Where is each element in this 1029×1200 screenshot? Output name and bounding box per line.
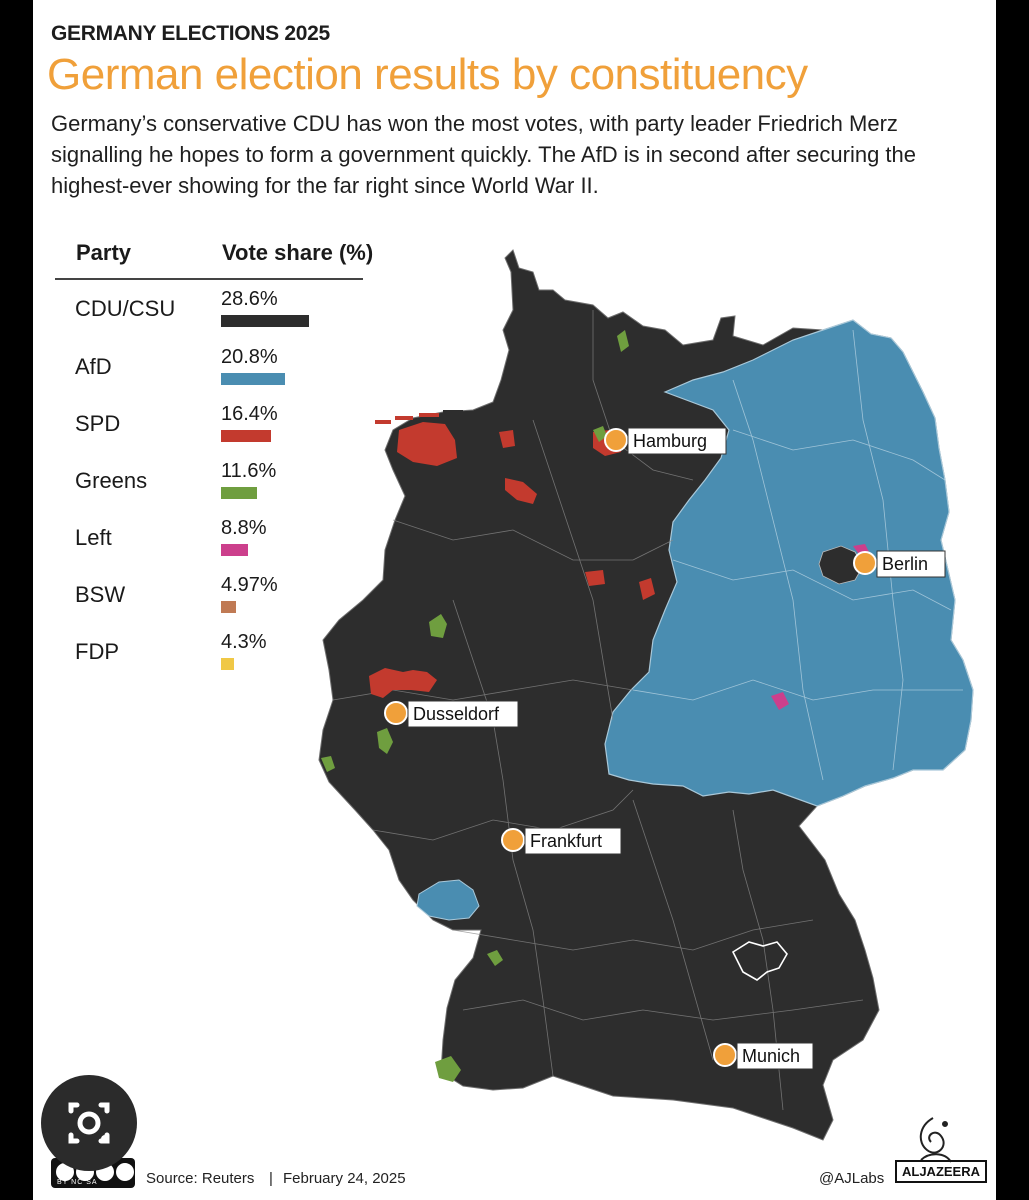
legend-share-value: 4.3% [221,631,267,653]
bavaria-outline-region [731,941,788,981]
legend-party-name: Greens [75,468,148,493]
frisian-islands [375,410,463,424]
legend-row-afd: AfD 20.8% [75,346,375,396]
greens-regions [321,330,629,1082]
aljazeera-logo: ALJAZEERA [895,1160,988,1183]
legend-share-bar [221,315,309,327]
spd-region-ruhr [369,668,437,698]
aljazeera-mark-icon [919,1117,952,1163]
constituency-borders [332,310,864,1111]
city-label-berlin: Berlin [882,554,928,574]
city-label-dusseldorf: Dusseldorf [413,704,500,724]
legend-share-value: 4.97% [221,574,278,596]
legend-share-bar [221,487,257,499]
greens-region-hamburg [593,426,607,442]
left-region-leipzig [771,692,789,710]
footer-date: February 24, 2025 [283,1170,406,1187]
subtitle: Germany’s conservative CDU has won the m… [51,111,916,198]
city-marker-munich: Munich [713,1042,814,1070]
footer-source: Source: Reuters [146,1170,255,1187]
greens-region-aachen [321,756,335,772]
germany-map: Hamburg Berlin Dusseldorf Frankfurt Muni [318,249,974,1163]
city-marker-hamburg: Hamburg [604,427,727,455]
city-label-frankfurt: Frankfurt [530,831,602,851]
legend-row-fdp: FDP 4.3% [75,631,375,681]
afd-region-east [604,319,974,807]
berlin-region [818,545,864,585]
legend-share-bar [221,373,285,385]
legend-share-value: 16.4% [221,403,278,425]
legend-party-header: Party [76,240,132,265]
page-title: German election results by constituency [47,50,808,99]
google-lens-button[interactable] [41,1075,137,1171]
legend-divider [55,278,363,280]
greens-region-kiel [617,330,629,352]
spd-region-bremerhaven [499,430,515,448]
legend-row-greens: Greens 11.6% [75,460,375,510]
legend-party-name: BSW [75,582,126,607]
greens-region-karlsruhe [487,950,503,966]
greens-region-cologne [377,728,393,754]
greens-region-muenster [429,614,447,638]
legend-row-cdu: CDU/CSU 28.6% [75,288,375,338]
legend-share-value: 28.6% [221,288,278,310]
legend-share-bar [221,544,249,556]
lens-camera-icon [68,1102,110,1144]
legend-party-name: Left [75,525,112,550]
greens-region-freiburg [435,1056,461,1082]
footer-separator: | [269,1170,273,1187]
spd-region-hanover [585,570,605,586]
legend-share-bar [221,601,237,613]
spd-region-east-frisia [397,422,457,466]
legend-party-name: FDP [75,639,119,664]
afd-region-west [416,879,480,921]
legend-share-bar [221,658,235,670]
legend-share-header: Vote share (%) [222,240,374,265]
city-label-munich: Munich [742,1046,800,1066]
afd-borders [632,329,963,781]
creative-commons-icon: BY NC SA [51,1158,135,1188]
legend-row-bsw: BSW 4.97% [75,574,375,624]
spd-region-brunswick [639,578,655,600]
legend-share-value: 11.6% [221,460,277,482]
infographic-card: GERMANY ELECTIONS 2025 German election r… [33,0,996,1200]
legend-share-value: 20.8% [221,346,278,368]
kicker: GERMANY ELECTIONS 2025 [51,22,330,45]
legend-row-spd: SPD 16.4% [75,403,375,453]
legend-share-value: 8.8% [221,517,267,539]
legend-party-name: CDU/CSU [75,296,176,321]
legend-share-bar [221,430,272,442]
city-label-hamburg: Hamburg [633,431,707,451]
license-text: BY NC SA [57,1179,98,1186]
city-marker-dusseldorf: Dusseldorf [384,700,519,728]
city-marker-berlin: Berlin [853,550,946,578]
legend-party-name: SPD [75,411,121,436]
city-marker-frankfurt: Frankfurt [501,827,622,855]
spd-region-bremen [505,478,537,504]
legend-row-left: Left 8.8% [75,517,375,567]
footer-handle: @AJLabs [819,1170,885,1187]
legend-party-name: AfD [75,354,112,379]
